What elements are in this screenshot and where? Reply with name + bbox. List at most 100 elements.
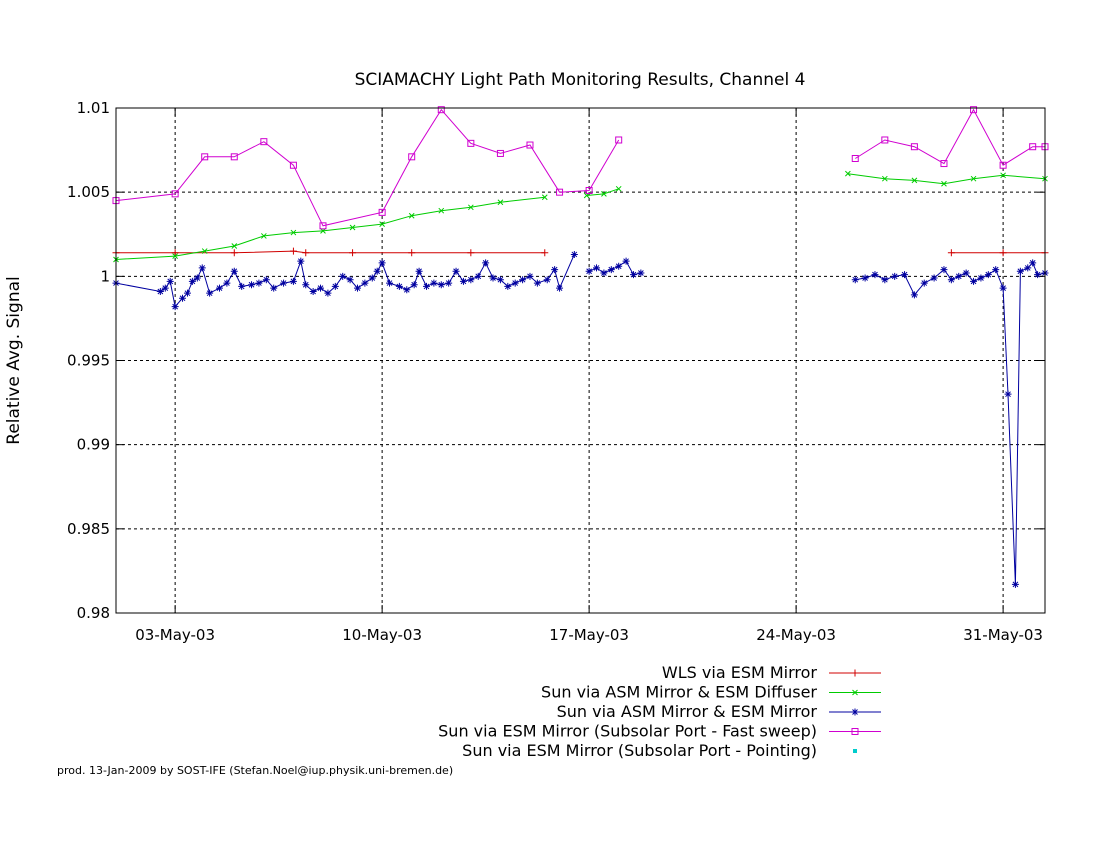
data-point — [1024, 264, 1032, 272]
legend-item: Sun via ESM Mirror (Subsolar Port - Poin… — [462, 741, 857, 760]
data-point — [403, 286, 411, 294]
data-point — [910, 291, 918, 299]
data-point — [881, 175, 888, 182]
data-point — [198, 264, 206, 272]
data-point — [615, 136, 623, 144]
data-point — [551, 266, 559, 274]
footer-credit: prod. 13-Jan-2009 by SOST-IFE (Stefan.No… — [57, 764, 454, 777]
data-point — [349, 249, 357, 257]
data-point — [984, 271, 992, 279]
data-point — [999, 284, 1007, 292]
y-tick-label: 1.01 — [77, 99, 110, 117]
legend-item: WLS via ESM Mirror — [662, 663, 881, 682]
data-point — [361, 279, 369, 287]
data-point — [615, 262, 623, 270]
data-point — [526, 141, 534, 149]
data-point — [853, 749, 857, 753]
x-tick-label: 03-May-03 — [135, 626, 215, 644]
data-point — [1016, 267, 1024, 275]
data-point — [496, 149, 504, 157]
data-point — [1034, 271, 1042, 279]
data-point — [970, 106, 978, 114]
y-tick-label: 0.99 — [77, 436, 110, 454]
data-point — [161, 284, 169, 292]
data-point — [290, 229, 297, 236]
data-point — [940, 266, 948, 274]
data-point — [171, 190, 179, 198]
data-point — [201, 248, 208, 254]
data-point — [378, 259, 386, 267]
data-point — [504, 282, 512, 290]
data-point — [319, 222, 327, 230]
data-point — [379, 221, 385, 228]
legend-label: Sun via ASM Mirror & ESM Mirror — [557, 702, 818, 721]
data-point — [511, 279, 519, 287]
data-point — [851, 728, 859, 735]
data-point — [368, 274, 376, 282]
data-point — [260, 233, 267, 239]
series-line — [116, 250, 545, 254]
data-point — [183, 289, 191, 297]
legend-item: Sun via ASM Mirror & ESM Mirror — [557, 702, 881, 721]
data-point — [215, 284, 223, 292]
series-2 — [112, 250, 1049, 588]
data-point — [280, 279, 288, 287]
data-point — [289, 247, 297, 255]
series-3 — [112, 106, 1049, 230]
data-point — [556, 284, 564, 292]
data-point — [526, 272, 534, 280]
data-point — [467, 249, 475, 257]
data-point — [156, 287, 164, 295]
data-point — [1011, 580, 1019, 588]
legend-label: WLS via ESM Mirror — [662, 663, 818, 682]
data-point — [302, 249, 310, 257]
data-point — [947, 276, 955, 284]
data-point — [193, 274, 201, 282]
data-point — [223, 279, 231, 287]
series-line — [855, 262, 1046, 585]
chart-title: SCIAMACHY Light Path Monitoring Results,… — [355, 70, 806, 90]
y-tick-label: 1 — [100, 267, 110, 285]
data-point — [467, 139, 475, 147]
data-point — [353, 284, 361, 292]
data-point — [260, 138, 268, 146]
data-point — [1029, 259, 1037, 267]
data-point — [309, 287, 317, 295]
data-point — [519, 276, 527, 284]
data-point — [482, 259, 490, 267]
series-line — [115, 254, 575, 308]
data-point — [543, 276, 551, 284]
data-point — [541, 194, 548, 201]
data-point — [206, 289, 214, 297]
x-tick-label: 10-May-03 — [342, 626, 422, 644]
data-point — [601, 190, 607, 197]
legend-item: Sun via ESM Mirror (Subsolar Port - Fast… — [438, 722, 881, 741]
data-point — [941, 180, 947, 187]
data-point — [1029, 143, 1037, 151]
data-point — [230, 249, 238, 257]
data-point — [166, 277, 174, 285]
data-point — [373, 267, 381, 275]
grid-lines — [116, 107, 1045, 614]
data-point — [1000, 172, 1006, 179]
data-point — [489, 274, 497, 282]
data-point — [248, 281, 256, 289]
data-point — [238, 282, 246, 290]
data-point — [629, 271, 637, 279]
data-point — [422, 282, 430, 290]
data-point — [600, 269, 608, 277]
data-point — [992, 266, 1000, 274]
series-line — [855, 108, 1045, 166]
data-point — [179, 294, 187, 302]
legend-label: Sun via ESM Mirror (Subsolar Port - Fast… — [438, 722, 817, 741]
legend-label: Sun via ESM Mirror (Subsolar Port - Poin… — [462, 741, 817, 760]
data-point — [437, 106, 445, 114]
data-point — [851, 708, 859, 716]
x-axis-ticks: 03-May-03 10-May-03 17-May-03 24-May-03 31-M… — [135, 108, 1043, 644]
data-point — [395, 282, 403, 290]
data-point — [607, 266, 615, 274]
data-point — [324, 289, 332, 297]
data-point — [317, 284, 325, 292]
data-point — [445, 279, 453, 287]
data-point — [430, 279, 438, 287]
